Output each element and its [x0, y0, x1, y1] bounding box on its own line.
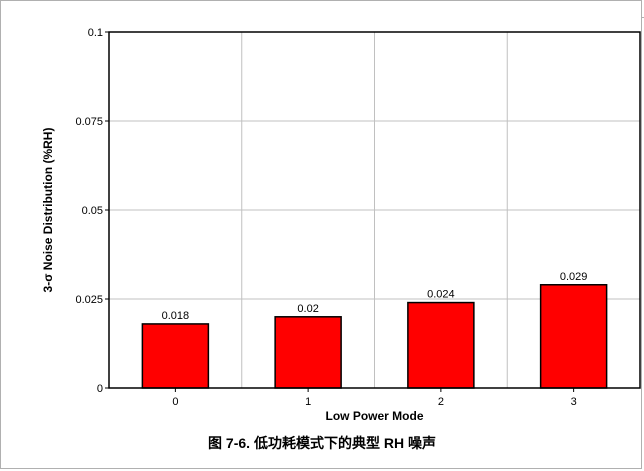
x-axis-title: Low Power Mode — [325, 409, 423, 423]
axes — [105, 31, 641, 392]
y-tick-label: 0.1 — [88, 27, 103, 39]
tick-labels: 0.018 0 0.02 1 0.024 2 0.029 3 0 0.025 0.05 0.075 0.… — [75, 27, 587, 408]
y-tick-label: 0.025 — [75, 294, 103, 306]
data-label: 0.018 — [162, 310, 190, 322]
plot-border — [108, 31, 641, 389]
figure-caption: 图 7-6. 低功耗模式下的典型 RH 噪声 — [208, 435, 436, 451]
bar — [141, 323, 210, 389]
x-tick-label: 3 — [571, 396, 577, 408]
data-label: 0.024 — [427, 289, 455, 301]
y-axis-title: 3-σ Noise Distribution (%RH) — [41, 128, 55, 293]
bars — [141, 284, 608, 389]
data-label: 0.029 — [560, 271, 588, 283]
data-label: 0.02 — [297, 303, 318, 315]
y-tick-label: 0 — [97, 383, 103, 395]
bar — [274, 316, 342, 389]
x-tick-label: 0 — [172, 396, 178, 408]
x-tick-label: 1 — [305, 396, 311, 408]
y-tick-label: 0.05 — [82, 205, 103, 217]
bar — [407, 301, 475, 389]
x-tick-label: 2 — [438, 396, 444, 408]
bar — [539, 284, 608, 389]
y-tick-label: 0.075 — [75, 116, 103, 128]
